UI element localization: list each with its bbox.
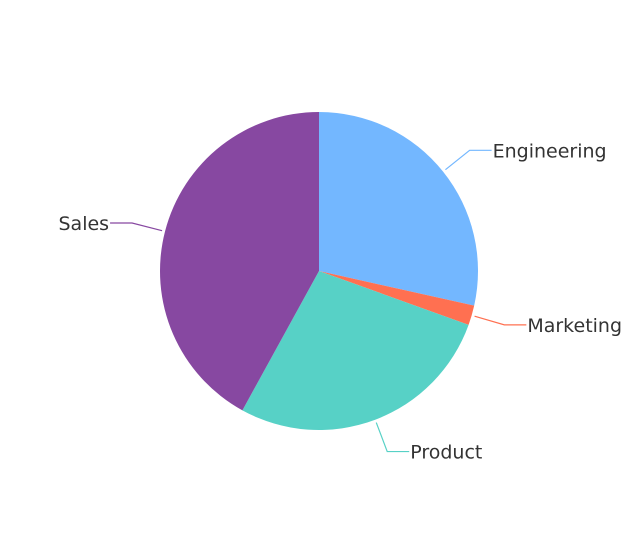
leader-line-sales <box>110 222 163 232</box>
pie-slices <box>160 112 479 431</box>
pie-slice-engineering[interactable] <box>319 112 479 306</box>
pie-labels: Engineering Marketing Product Sales <box>58 140 622 463</box>
leader-line-engineering <box>445 149 492 171</box>
pie-slice-product[interactable] <box>242 271 469 431</box>
leader-line-product <box>375 422 410 453</box>
pie-leader-lines <box>110 149 527 453</box>
slice-label-engineering: Engineering <box>493 140 607 162</box>
leader-line-marketing <box>474 315 527 326</box>
pie-slice-marketing[interactable] <box>319 271 475 325</box>
pie-slice-sales[interactable] <box>160 112 319 411</box>
slice-label-sales: Sales <box>58 213 109 235</box>
slice-label-product: Product <box>410 442 482 464</box>
slice-label-marketing: Marketing <box>527 315 622 337</box>
